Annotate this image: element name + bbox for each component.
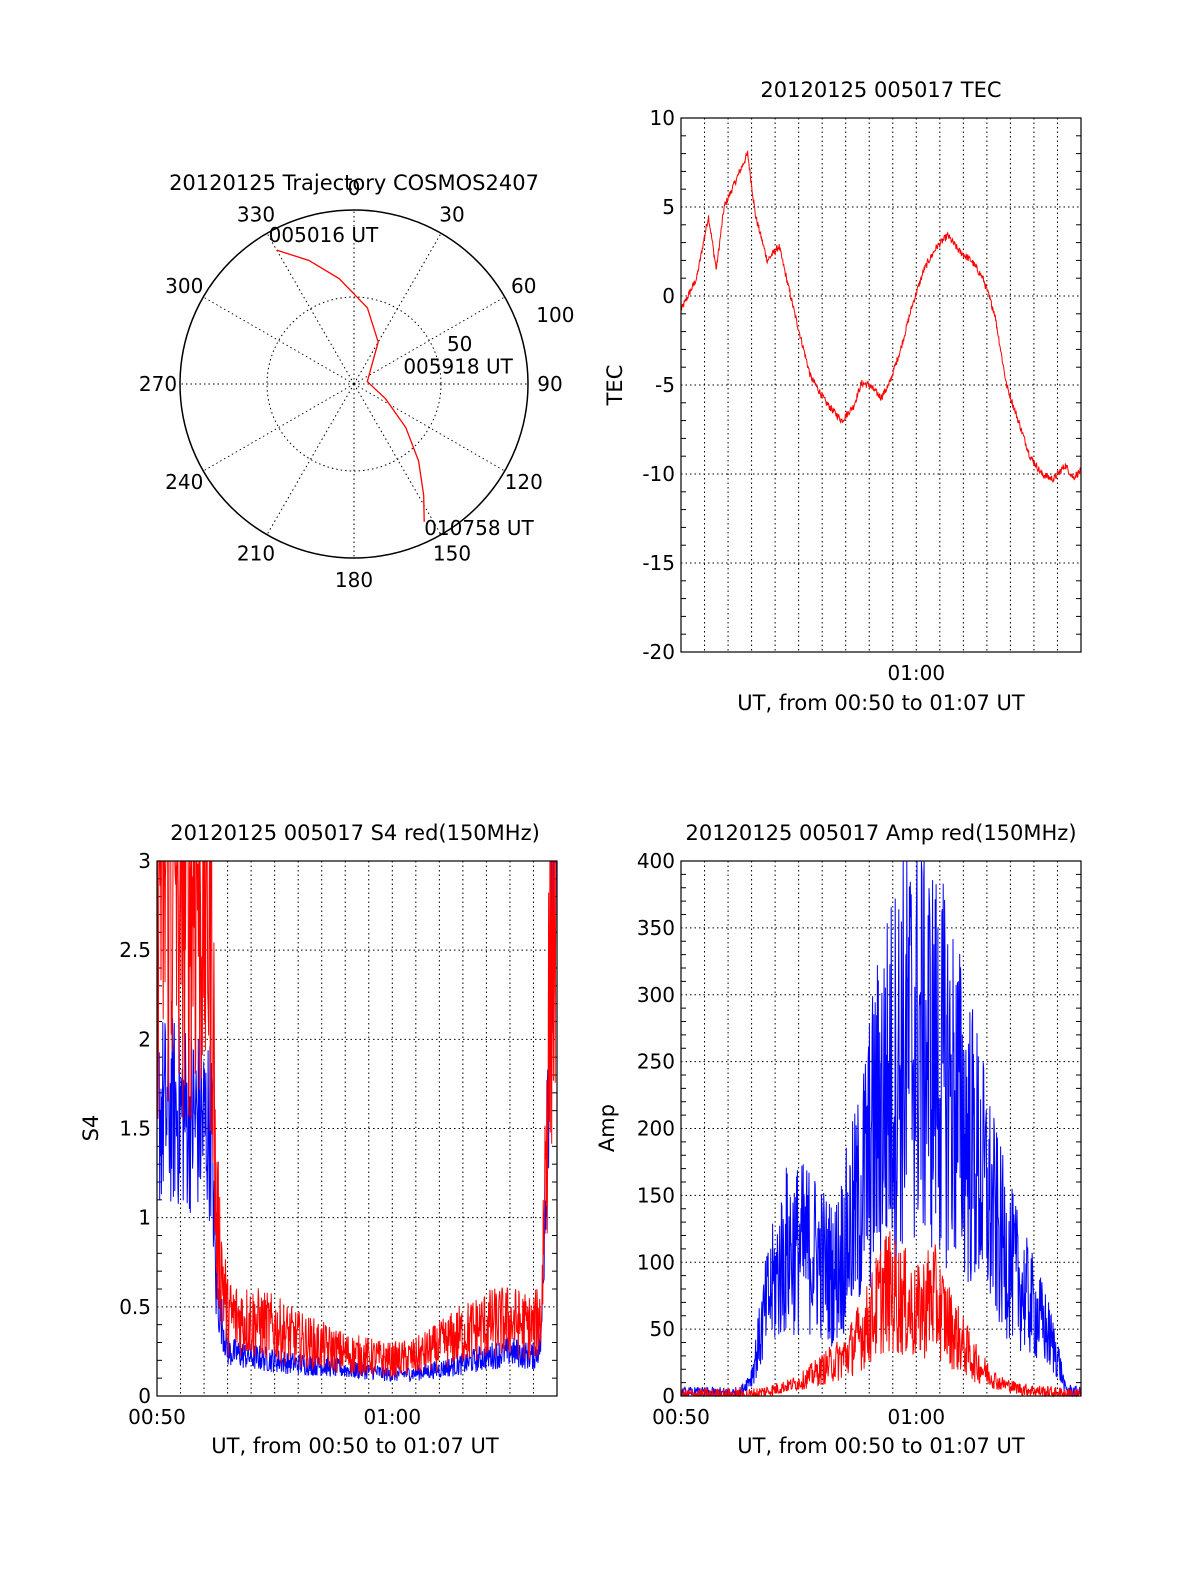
polar-radius-label: 100 — [536, 303, 574, 327]
s4-ylabel: S4 — [79, 1115, 103, 1142]
s4-xtick-label: 01:00 — [363, 1405, 421, 1429]
trajectory-line — [276, 249, 425, 522]
amp-ylabel: Amp — [595, 1104, 619, 1152]
s4-ytick-label: 2 — [138, 1027, 151, 1051]
polar-angle-label: 300 — [165, 274, 203, 298]
tec-chart: 20120125 005017 TEC UT, from 00:50 to 01… — [603, 78, 1082, 715]
amp-xlabel: UT, from 00:50 to 01:07 UT — [737, 1434, 1025, 1458]
tec-ytick-label: 5 — [662, 195, 675, 219]
s4-plot-frame — [156, 860, 558, 1397]
s4-series-line — [156, 860, 557, 1378]
polar-angle-label: 210 — [237, 542, 275, 566]
amp-series-line — [680, 860, 1082, 1398]
polar-title: 20120125 Trajectory COSMOS2407 — [169, 171, 539, 195]
polar-angle-label: 90 — [537, 372, 562, 396]
amp-ytick-label: 0 — [662, 1384, 675, 1408]
polar-angle-label: 0 — [348, 176, 361, 200]
tec-ytick-label: -15 — [642, 551, 675, 575]
polar-angle-label: 120 — [505, 470, 543, 494]
s4-xtick-label: 00:50 — [128, 1405, 186, 1429]
polar-angle-label: 150 — [433, 542, 471, 566]
s4-ytick-label: 0 — [138, 1384, 151, 1408]
tec-ytick-label: 0 — [662, 284, 675, 308]
tec-ylabel: TEC — [603, 365, 627, 407]
tec-ytick-label: -20 — [642, 640, 675, 664]
polar-spoke — [353, 233, 442, 385]
s4-ytick-label: 0.5 — [119, 1295, 151, 1319]
polar-angle-label: 60 — [511, 274, 536, 298]
amp-ytick-label: 200 — [637, 1117, 675, 1141]
s4-ytick-label: 1.5 — [119, 1117, 151, 1141]
trajectory-time-label: 010758 UT — [424, 516, 534, 540]
polar-angle-label: 180 — [335, 568, 373, 592]
tec-plot-frame — [680, 117, 1082, 653]
polar-spoke — [353, 383, 442, 535]
tec-title: 20120125 005017 TEC — [760, 78, 1001, 102]
s4-title: 20120125 005017 S4 red(150MHz) — [170, 821, 540, 845]
amp-ytick-label: 350 — [637, 916, 675, 940]
tec-xlabel: UT, from 00:50 to 01:07 UT — [737, 691, 1025, 715]
s4-chart: 20120125 005017 S4 red(150MHz) UT, from … — [79, 821, 558, 1458]
tec-series-line — [680, 149, 1082, 483]
polar-spoke — [266, 233, 355, 385]
polar-spoke — [266, 383, 355, 535]
trajectory-polar-chart: 20120125 Trajectory COSMOS2407 0 30 60 90 12… — [139, 171, 575, 592]
polar-spoke — [203, 296, 355, 385]
amp-title: 20120125 005017 Amp red(150MHz) — [685, 821, 1076, 845]
polar-angle-label: 270 — [139, 372, 177, 396]
amp-chart: 20120125 005017 Amp red(150MHz) UT, from… — [595, 821, 1082, 1458]
polar-angle-label: 30 — [439, 202, 464, 226]
amp-ytick-label: 100 — [637, 1250, 675, 1274]
polar-radius-label: 50 — [447, 332, 472, 356]
s4-ytick-label: 3 — [138, 849, 151, 873]
polar-angle-label: 330 — [237, 202, 275, 226]
tec-ytick-label: -10 — [642, 462, 675, 486]
polar-spoke — [353, 296, 505, 385]
s4-ytick-label: 1 — [138, 1206, 151, 1230]
tec-ytick-label: -5 — [655, 373, 675, 397]
polar-spoke — [203, 383, 355, 472]
amp-ytick-label: 50 — [650, 1317, 675, 1341]
amp-ytick-label: 250 — [637, 1050, 675, 1074]
amp-ytick-label: 400 — [637, 849, 675, 873]
s4-series-line — [156, 860, 558, 1383]
amp-xtick-label: 01:00 — [887, 1405, 945, 1429]
tec-xtick-label: 01:00 — [887, 661, 945, 685]
amp-ytick-label: 300 — [637, 983, 675, 1007]
amp-plot-frame — [680, 860, 1082, 1397]
s4-ytick-label: 2.5 — [119, 938, 151, 962]
polar-angle-label: 240 — [165, 470, 203, 494]
polar-outer-circle — [179, 209, 529, 559]
s4-xlabel: UT, from 00:50 to 01:07 UT — [211, 1434, 499, 1458]
tec-ytick-label: 10 — [650, 106, 675, 130]
amp-ytick-label: 150 — [637, 1183, 675, 1207]
trajectory-time-label: 005918 UT — [403, 355, 513, 379]
amp-xtick-label: 00:50 — [652, 1405, 710, 1429]
polar-spoke — [353, 383, 505, 472]
trajectory-time-label: 005016 UT — [269, 223, 379, 247]
